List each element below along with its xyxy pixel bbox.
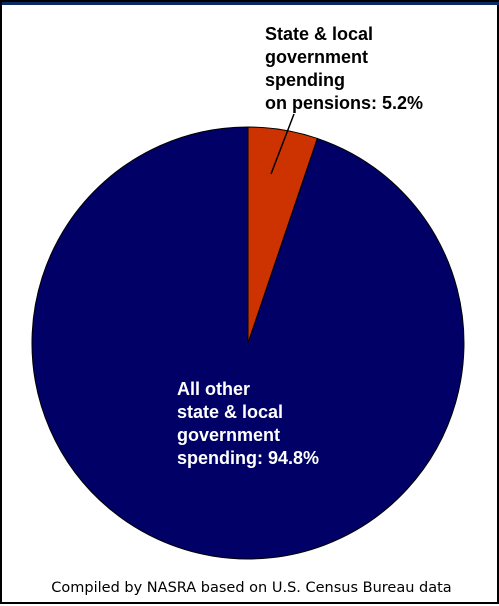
- source-caption: Compiled by NASRA based on U.S. Census B…: [51, 580, 452, 596]
- top-border-band: [2, 2, 499, 5]
- pensions-leader-line: [270, 113, 295, 175]
- pie-slices: [31, 126, 465, 560]
- pie-label-all-other: All other state & local government spend…: [177, 379, 320, 468]
- pie-slice-pensions: [247, 126, 318, 344]
- pie-label-pensions: State & local government spending on pen…: [265, 24, 424, 113]
